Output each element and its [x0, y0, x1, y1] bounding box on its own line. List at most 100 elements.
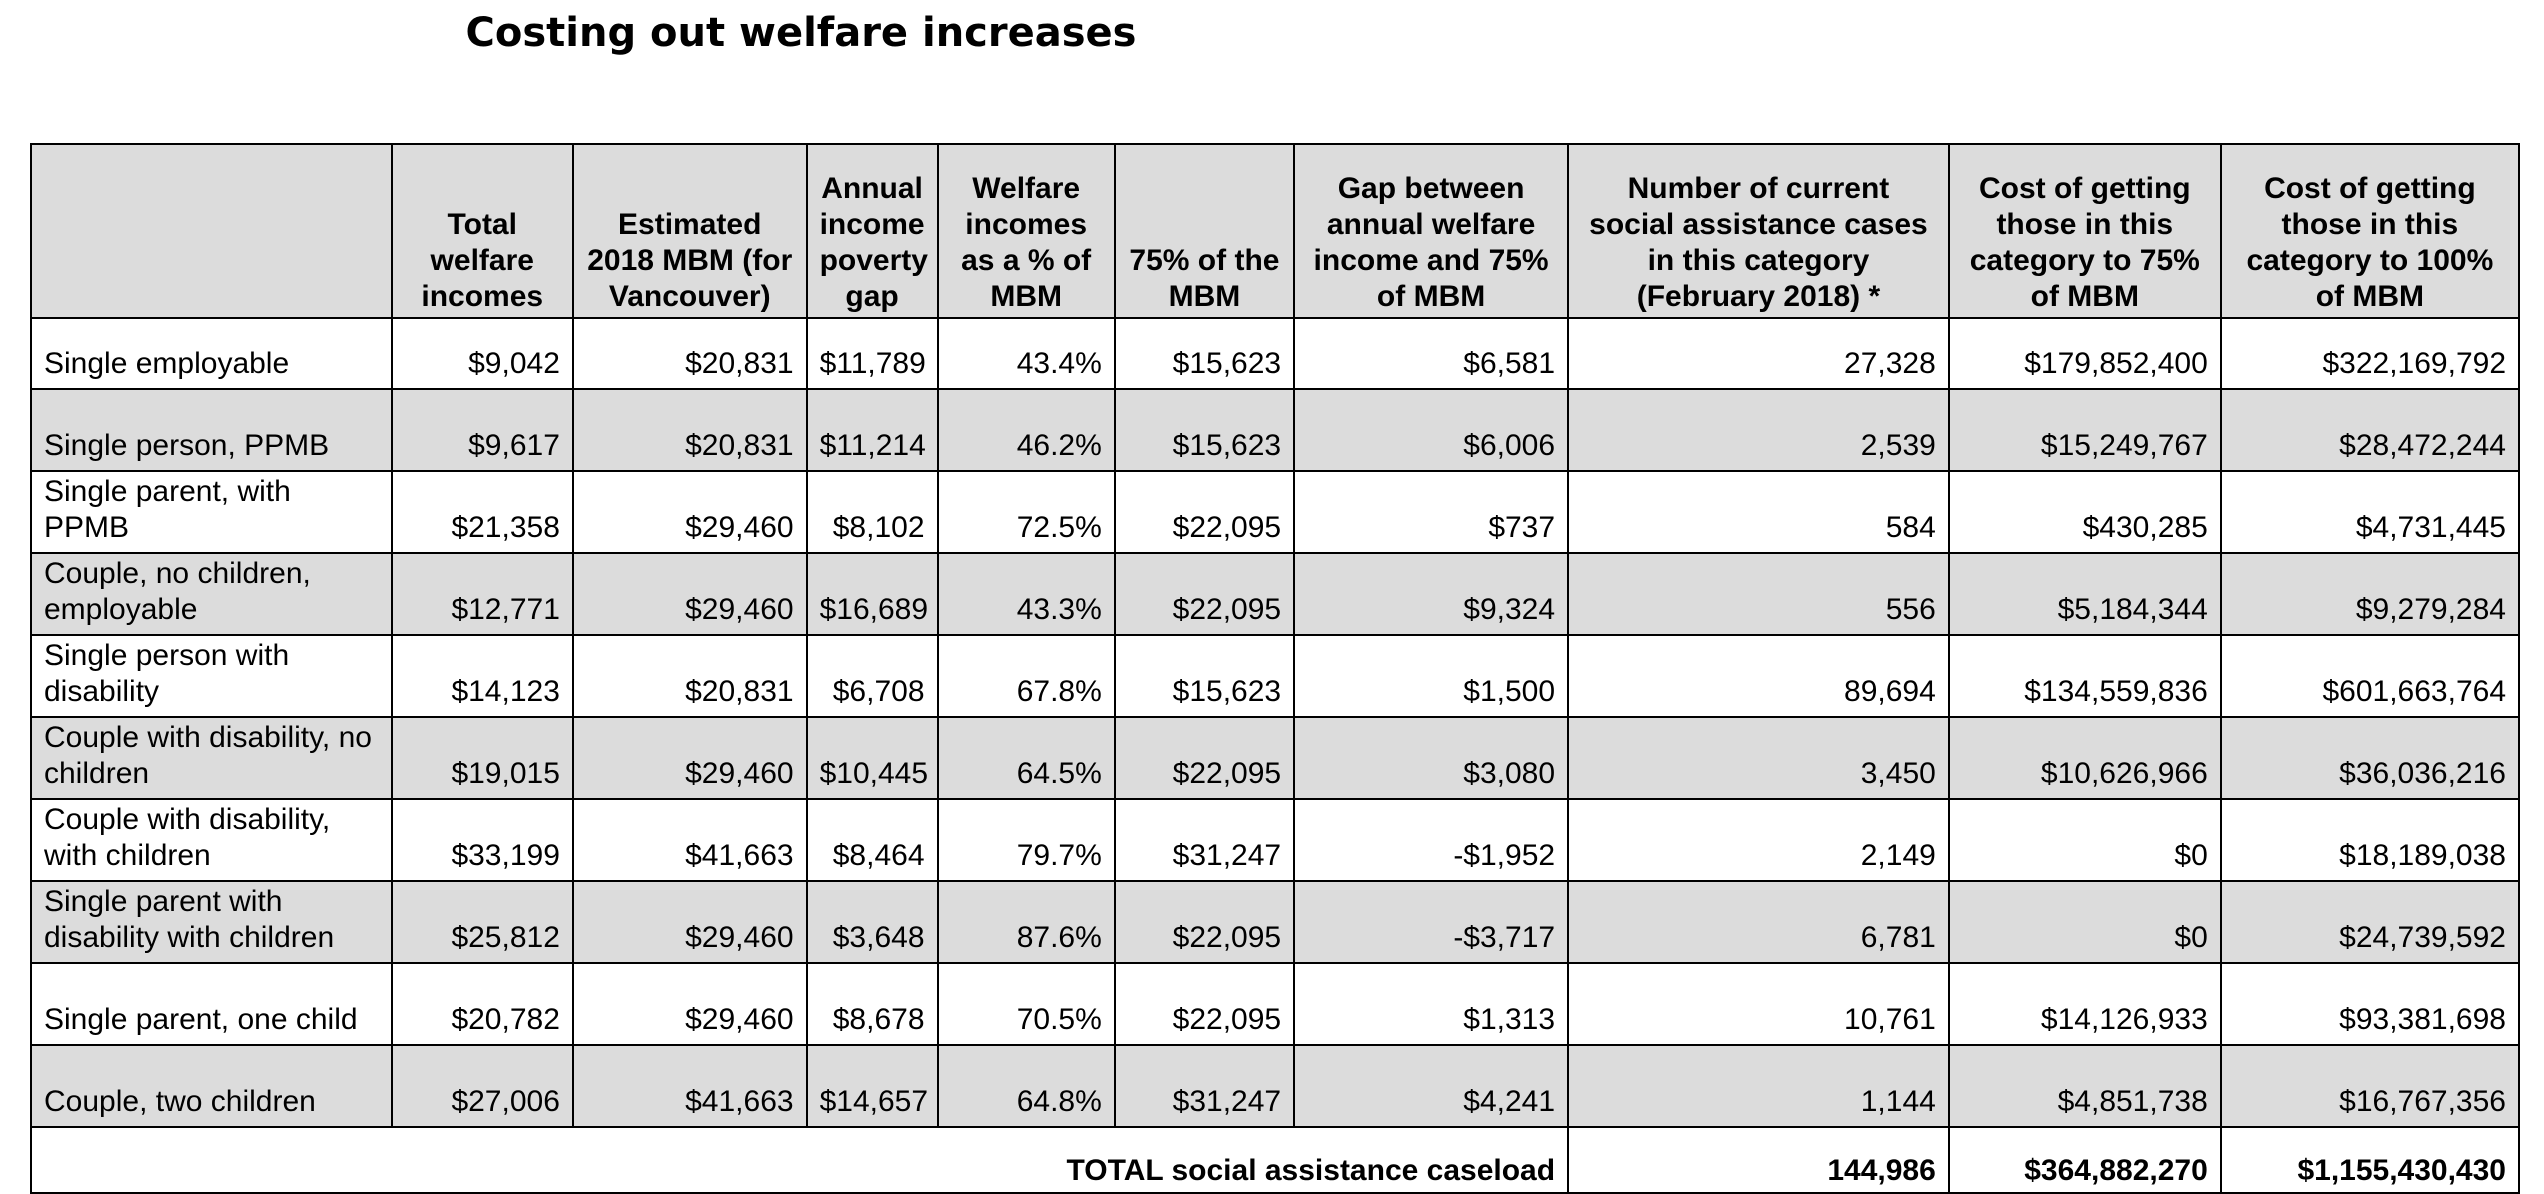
welfare-cost-table: Total welfare incomes Estimated 2018 MBM …	[29, 143, 2521, 1194]
table-cell: 2,149	[1567, 798, 1950, 882]
table-cell: $28,472,244	[2219, 388, 2521, 472]
table-cell: $601,663,764	[2219, 634, 2521, 718]
table-cell: $41,663	[571, 1044, 808, 1128]
table-cell: $22,095	[1113, 470, 1296, 554]
table-cell: $4,731,445	[2219, 470, 2521, 554]
table-cell: $3,648	[805, 880, 939, 964]
table-cell: $4,851,738	[1947, 1044, 2222, 1128]
table-row: Single parent, one child $20,782 $29,460 $8…	[30, 962, 2521, 1046]
total-cost-100: $1,155,430,430	[2219, 1126, 2521, 1194]
table-cell: $430,285	[1947, 470, 2222, 554]
page-title: Costing out welfare increases	[465, 10, 1137, 56]
table-cell: 46.2%	[936, 388, 1116, 472]
table-cell: $15,623	[1113, 317, 1296, 390]
total-label: TOTAL social assistance caseload	[29, 1126, 1570, 1194]
table-cell: 64.8%	[936, 1044, 1116, 1128]
column-header: Estimated 2018 MBM (for Vancouver)	[571, 143, 808, 319]
table-cell: $15,623	[1113, 388, 1296, 472]
table-cell: $29,460	[571, 880, 808, 964]
table-cell: $29,460	[571, 470, 808, 554]
table-cell: $14,657	[805, 1044, 939, 1128]
table-cell: 10,761	[1567, 962, 1950, 1046]
table-cell: $31,247	[1113, 798, 1296, 882]
header-row: Total welfare incomes Estimated 2018 MBM …	[30, 143, 2521, 319]
table-cell: $179,852,400	[1947, 317, 2222, 390]
table-cell: 3,450	[1567, 716, 1950, 800]
table-cell: 79.7%	[936, 798, 1116, 882]
table-row: Single parent, with PPMB $21,358 $29,460 $8…	[30, 470, 2521, 554]
table-cell: $22,095	[1113, 962, 1296, 1046]
table-cell: $0	[1947, 798, 2222, 882]
table-cell: $1,500	[1293, 634, 1570, 718]
row-category: Couple, two children	[30, 1044, 393, 1128]
row-category: Single person with disability	[30, 634, 393, 718]
table-cell: $14,126,933	[1947, 962, 2222, 1046]
column-header: Cost of getting those in this category t…	[2219, 143, 2521, 319]
table-row: Single person with disability $14,123 $20,…	[30, 634, 2521, 718]
table-cell: $12,771	[390, 552, 574, 636]
table-cell: 70.5%	[936, 962, 1116, 1046]
table-row: Couple, no children, employable $12,771 $2…	[30, 552, 2521, 636]
table-cell: $19,015	[390, 716, 574, 800]
table-cell: $6,006	[1293, 388, 1570, 472]
table-cell: $9,279,284	[2219, 552, 2521, 636]
table-row: Couple with disability, no children $19,0…	[30, 716, 2521, 800]
table-cell: $8,102	[805, 470, 939, 554]
table-row: Single parent with disability with child…	[30, 880, 2521, 964]
table-cell: 6,781	[1567, 880, 1950, 964]
table-cell: $25,812	[390, 880, 574, 964]
table-cell: $18,189,038	[2219, 798, 2521, 882]
table-cell: $20,831	[571, 634, 808, 718]
table-cell: 27,328	[1567, 317, 1950, 390]
table-cell: $41,663	[571, 798, 808, 882]
table-cell: $4,241	[1293, 1044, 1570, 1128]
row-category: Single parent, with PPMB	[30, 470, 393, 554]
table-cell: $29,460	[571, 552, 808, 636]
table-cell: 584	[1567, 470, 1950, 554]
table-cell: 556	[1567, 552, 1950, 636]
total-cost-75: $364,882,270	[1947, 1126, 2222, 1194]
table-cell: $33,199	[390, 798, 574, 882]
table-cell: $31,247	[1113, 1044, 1296, 1128]
table-cell: $10,445	[805, 716, 939, 800]
table-cell: $93,381,698	[2219, 962, 2521, 1046]
row-category: Single parent, one child	[30, 962, 393, 1046]
column-header: 75% of the MBM	[1113, 143, 1296, 319]
column-header: Welfare incomes as a % of MBM	[936, 143, 1116, 319]
table-cell: $24,739,592	[2219, 880, 2521, 964]
table-cell: $14,123	[390, 634, 574, 718]
table-row: Single employable $9,042 $20,831 $11,789 43.…	[30, 317, 2521, 390]
total-row: TOTAL social assistance caseload 144,986…	[29, 1126, 2521, 1194]
table-cell: $11,789	[805, 317, 939, 390]
table-cell: $29,460	[571, 716, 808, 800]
column-header: Annual income poverty gap	[805, 143, 939, 319]
table-cell: $3,080	[1293, 716, 1570, 800]
table-row: Single person, PPMB $9,617 $20,831 $11,214 4…	[30, 388, 2521, 472]
table-cell: $22,095	[1113, 716, 1296, 800]
table-cell: 89,694	[1567, 634, 1950, 718]
table-body: Single employable $9,042 $20,831 $11,789 43.…	[30, 317, 2521, 1128]
row-category: Couple with disability, with children	[30, 798, 393, 882]
table-cell: $737	[1293, 470, 1570, 554]
table-cell: $1,313	[1293, 962, 1570, 1046]
row-category: Single parent with disability with child…	[30, 880, 393, 964]
table-cell: 64.5%	[936, 716, 1116, 800]
table-cell: $9,042	[390, 317, 574, 390]
row-category: Single person, PPMB	[30, 388, 393, 472]
table-cell: $20,782	[390, 962, 574, 1046]
table-cell: 1,144	[1567, 1044, 1950, 1128]
row-category: Couple, no children, employable	[30, 552, 393, 636]
table-cell: $0	[1947, 880, 2222, 964]
row-category: Single employable	[30, 317, 393, 390]
table-cell: $5,184,344	[1947, 552, 2222, 636]
table-cell: $11,214	[805, 388, 939, 472]
table-cell: $134,559,836	[1947, 634, 2222, 718]
table-cell: 43.4%	[936, 317, 1116, 390]
table-cell: 67.8%	[936, 634, 1116, 718]
table-cell: $6,708	[805, 634, 939, 718]
column-header: Number of current social assistance case…	[1567, 143, 1950, 319]
table-cell: 87.6%	[936, 880, 1116, 964]
table-cell: $21,358	[390, 470, 574, 554]
table-cell: $8,678	[805, 962, 939, 1046]
table-cell: $6,581	[1293, 317, 1570, 390]
